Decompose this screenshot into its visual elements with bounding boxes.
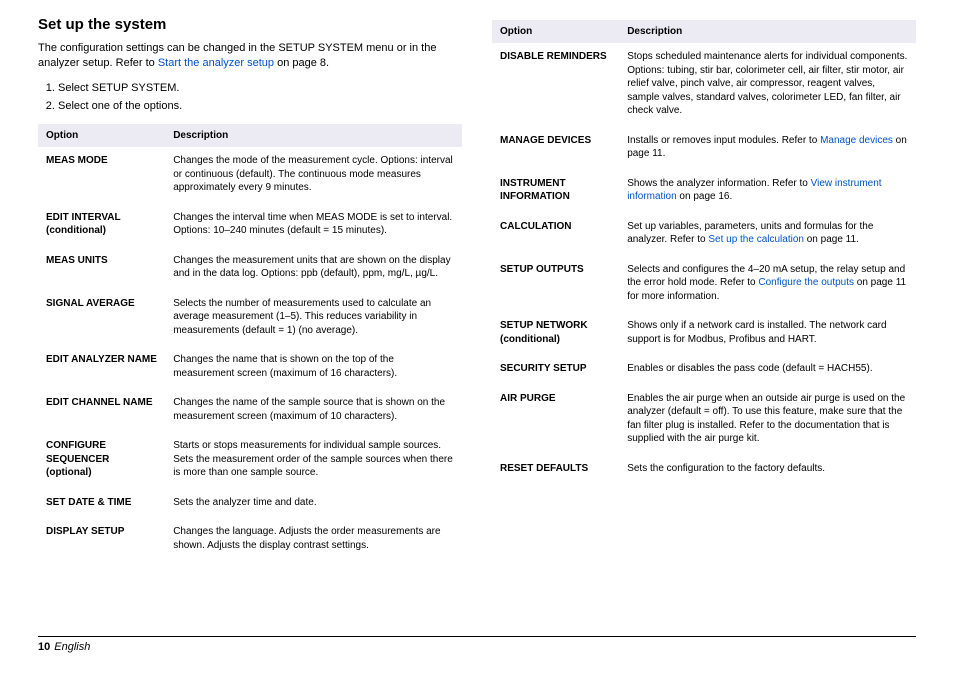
option-name: CONFIGURE SEQUENCER (optional) — [38, 433, 165, 490]
option-description: Shows only if a network card is installe… — [619, 313, 916, 356]
table-row: DISPLAY SETUPChanges the language. Adjus… — [38, 519, 462, 562]
option-name: DISABLE REMINDERS — [492, 44, 619, 128]
option-description: Stops scheduled maintenance alerts for i… — [619, 44, 916, 128]
page-language: English — [54, 641, 90, 653]
table-row: INSTRUMENT INFORMATIONShows the analyzer… — [492, 171, 916, 214]
desc-text: Shows the analyzer information. Refer to — [627, 178, 810, 189]
table-row: EDIT INTERVAL (conditional)Changes the i… — [38, 205, 462, 248]
option-name: DISPLAY SETUP — [38, 519, 165, 562]
intro-link[interactable]: Start the analyzer setup — [158, 57, 274, 69]
desc-link[interactable]: Manage devices — [820, 135, 893, 146]
table-row: DISABLE REMINDERSStops scheduled mainten… — [492, 44, 916, 128]
desc-text: Sets the configuration to the factory de… — [627, 463, 825, 474]
option-description: Set up variables, parameters, units and … — [619, 214, 916, 257]
page-body: Set up the system The configuration sett… — [0, 0, 954, 636]
table-row: MEAS MODEChanges the mode of the measure… — [38, 148, 462, 205]
option-description: Enables or disables the pass code (defau… — [619, 356, 916, 386]
table-row: AIR PURGEEnables the air purge when an o… — [492, 386, 916, 456]
table-row: MEAS UNITSChanges the measurement units … — [38, 248, 462, 291]
option-name: CALCULATION — [492, 214, 619, 257]
table-row: SET DATE & TIMESets the analyzer time an… — [38, 490, 462, 520]
intro-text-post: on page 8. — [274, 57, 329, 69]
option-name: SET DATE & TIME — [38, 490, 165, 520]
table-row: SIGNAL AVERAGESelects the number of meas… — [38, 291, 462, 348]
table-row: CONFIGURE SEQUENCER (optional)Starts or … — [38, 433, 462, 490]
option-description: Changes the measurement units that are s… — [165, 248, 462, 291]
table-header-description: Description — [165, 124, 462, 148]
table-row: MANAGE DEVICES Installs or removes input … — [492, 128, 916, 171]
option-description: Selects the number of measurements used … — [165, 291, 462, 348]
desc-text: Stops scheduled maintenance alerts for i… — [627, 51, 907, 116]
option-description: Starts or stops measurements for individ… — [165, 433, 462, 490]
page-footer: 10 English — [38, 636, 916, 653]
page-number: 10 — [38, 641, 50, 653]
option-name: SECURITY SETUP — [492, 356, 619, 386]
option-name: EDIT INTERVAL (conditional) — [38, 205, 165, 248]
desc-link[interactable]: Configure the outputs — [758, 277, 854, 288]
option-description: Changes the name that is shown on the to… — [165, 347, 462, 390]
option-name: SETUP NETWORK (conditional) — [492, 313, 619, 356]
option-name: INSTRUMENT INFORMATION — [492, 171, 619, 214]
table-row: SETUP NETWORK (conditional) Shows only if… — [492, 313, 916, 356]
option-description: Enables the air purge when an outside ai… — [619, 386, 916, 456]
table-row: SETUP OUTPUTSSelects and configures the … — [492, 257, 916, 314]
option-description: Changes the mode of the measurement cycl… — [165, 148, 462, 205]
option-description: Sets the configuration to the factory de… — [619, 456, 916, 486]
option-description: Changes the interval time when MEAS MODE… — [165, 205, 462, 248]
desc-text: Enables the air purge when an outside ai… — [627, 393, 905, 445]
desc-text: on page 16. — [677, 191, 733, 202]
section-heading: Set up the system — [38, 16, 462, 33]
steps-list: Select SETUP SYSTEM. Select one of the o… — [38, 81, 462, 115]
step-item: Select one of the options. — [58, 99, 462, 114]
option-name: SIGNAL AVERAGE — [38, 291, 165, 348]
table-header-option: Option — [492, 20, 619, 44]
option-name: AIR PURGE — [492, 386, 619, 456]
option-name: MANAGE DEVICES — [492, 128, 619, 171]
table-row: RESET DEFAULTS Sets the configuration to … — [492, 456, 916, 486]
table-row: CALCULATIONSet up variables, parameters,… — [492, 214, 916, 257]
desc-link[interactable]: Set up the calculation — [708, 234, 804, 245]
option-name: EDIT ANALYZER NAME — [38, 347, 165, 390]
option-description: Shows the analyzer information. Refer to… — [619, 171, 916, 214]
option-description: Changes the name of the sample source th… — [165, 390, 462, 433]
left-column: Set up the system The configuration sett… — [38, 16, 462, 636]
option-description: Installs or removes input modules. Refer… — [619, 128, 916, 171]
desc-text: Enables or disables the pass code (defau… — [627, 363, 872, 374]
desc-text: on page 11. — [804, 234, 859, 245]
options-table-right: Option Description DISABLE REMINDERSStop… — [492, 20, 916, 485]
options-table-left: Option Description MEAS MODEChanges the … — [38, 124, 462, 562]
table-row: SECURITY SETUP Enables or disables the pa… — [492, 356, 916, 386]
option-name: SETUP OUTPUTS — [492, 257, 619, 314]
table-row: EDIT CHANNEL NAMEChanges the name of the… — [38, 390, 462, 433]
right-column: Option Description DISABLE REMINDERSStop… — [492, 16, 916, 636]
table-header-description: Description — [619, 20, 916, 44]
table-header-option: Option — [38, 124, 165, 148]
option-description: Changes the language. Adjusts the order … — [165, 519, 462, 562]
option-name: EDIT CHANNEL NAME — [38, 390, 165, 433]
desc-text: Shows only if a network card is installe… — [627, 320, 886, 345]
intro-paragraph: The configuration settings can be change… — [38, 41, 462, 71]
option-name: RESET DEFAULTS — [492, 456, 619, 486]
option-name: MEAS MODE — [38, 148, 165, 205]
table-row: EDIT ANALYZER NAMEChanges the name that … — [38, 347, 462, 390]
step-item: Select SETUP SYSTEM. — [58, 81, 462, 96]
option-description: Selects and configures the 4–20 mA setup… — [619, 257, 916, 314]
option-name: MEAS UNITS — [38, 248, 165, 291]
desc-text: Installs or removes input modules. Refer… — [627, 135, 820, 146]
option-description: Sets the analyzer time and date. — [165, 490, 462, 520]
